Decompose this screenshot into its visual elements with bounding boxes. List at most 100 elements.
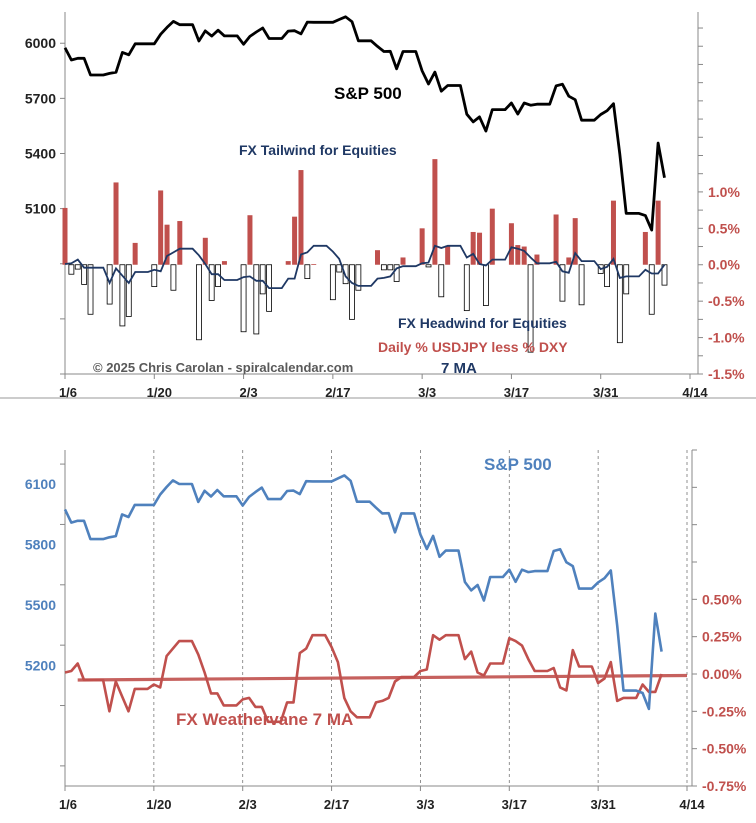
bar-positive (489, 208, 495, 265)
bottom-sp-label: S&P 500 (484, 455, 552, 474)
bar-positive (521, 246, 527, 265)
x-tick-label: 1/6 (59, 797, 77, 812)
y-right-tick-label: 0.0% (708, 257, 740, 273)
bar-negative (151, 264, 158, 287)
x-tick-label: 1/20 (147, 385, 172, 400)
x-tick-label: 2/3 (239, 797, 257, 812)
y-left-tick-label: 6000 (25, 35, 56, 51)
x-tick-label: 3/17 (502, 797, 527, 812)
bar-negative (578, 264, 585, 306)
bar-negative (355, 264, 362, 291)
bar-negative (648, 264, 655, 315)
x-tick-label: 2/3 (240, 385, 258, 400)
y-left-tick-label: 5800 (25, 537, 56, 553)
x-tick-label: 3/3 (418, 385, 436, 400)
trend-line (77, 673, 688, 682)
bar-positive (508, 223, 514, 265)
x-tick-label: 3/31 (593, 385, 618, 400)
bar-positive (432, 159, 438, 265)
y-right-tick-label: -0.5% (708, 293, 745, 309)
bar-negative (527, 264, 534, 353)
bar-positive (515, 245, 521, 265)
bar-negative (623, 264, 630, 295)
y-right-tick-label: 1.0% (708, 184, 740, 200)
bar-positive (477, 232, 483, 265)
y-right-tick-label: 0.5% (708, 220, 740, 236)
bar-positive (62, 207, 68, 265)
fx-weathervane-label: FX Weathervane 7 MA (176, 710, 353, 729)
headwind-label: FX Headwind for Equities (398, 315, 567, 331)
bar-positive (292, 216, 298, 265)
bar-positive (375, 250, 380, 265)
y-left-tick-label: 5500 (25, 597, 56, 613)
x-tick-label: 3/31 (590, 797, 615, 812)
bar-negative (87, 264, 94, 315)
y-left-tick-label: 5400 (25, 145, 56, 161)
bar-negative (387, 264, 394, 271)
y-right-tick-label: 0.00% (702, 666, 742, 682)
y-right-tick-label: -0.50% (702, 741, 747, 757)
bottom-chart: 1/6 1/20 2/3 2/17 3/3 3/17 3/31 4/14 6100 5800 550… (25, 449, 747, 812)
bar-negative (349, 264, 355, 320)
bar-negative (616, 264, 623, 344)
bar-negative (380, 264, 387, 271)
bar-negative (240, 264, 247, 333)
bar-negative (253, 264, 260, 335)
y-right-tick-label: -1.5% (708, 366, 745, 382)
bar-negative (425, 264, 432, 268)
bar-negative (81, 264, 88, 285)
bar-negative (304, 264, 311, 279)
bar-positive (311, 264, 317, 265)
y-left-tick-label: 5200 (25, 657, 56, 673)
bar-negative (74, 264, 81, 270)
copyright-label: © 2025 Chris Carolan - spiralcalendar.co… (93, 360, 353, 375)
x-tick-label: 1/20 (146, 797, 171, 812)
fx-7ma-line (64, 244, 666, 290)
bar-negative (68, 264, 75, 275)
x-tick-label: 4/14 (679, 797, 705, 812)
ma-label: 7 MA (441, 360, 477, 377)
y-right-tick-label: 0.50% (702, 591, 742, 607)
bar-negative (208, 264, 215, 301)
bar-positive (610, 200, 616, 265)
x-tick-label: 3/17 (504, 385, 529, 400)
daily-fx-label: Daily % USDJPY less % DXY (378, 339, 568, 355)
bar-positive (158, 190, 164, 265)
sp500-line (63, 15, 666, 232)
bar-positive (285, 261, 291, 265)
tailwind-label: FX Tailwind for Equities (239, 142, 397, 158)
bar-positive (642, 231, 648, 265)
bar-negative (463, 264, 470, 312)
y-right-tick-label: -0.75% (702, 778, 747, 794)
bar-negative (329, 264, 336, 301)
bar-positive (400, 257, 406, 265)
top-chart: 1/6 1/20 2/3 2/17 3/3 3/17 3/31 4/14 6000 5700 540… (25, 12, 745, 400)
bar-positive (177, 221, 183, 265)
bar-positive (655, 200, 661, 265)
y-right-tick-label: -1.0% (708, 330, 745, 346)
top-sp-label: S&P 500 (334, 84, 402, 103)
bar-positive (298, 170, 304, 265)
bar-positive (202, 237, 208, 265)
bar-negative (259, 264, 266, 295)
bar-positive (534, 254, 540, 265)
bar-negative (125, 264, 132, 317)
x-tick-label: 2/17 (325, 385, 350, 400)
bar-positive (470, 231, 476, 265)
bar-negative (559, 264, 566, 302)
bar-positive (221, 261, 227, 265)
bar-positive (113, 182, 119, 265)
y-right-tick-label: 0.25% (702, 629, 742, 645)
bar-negative (393, 264, 400, 282)
y-left-tick-label: 5100 (25, 201, 56, 217)
y-left-tick-label: 5700 (25, 90, 56, 106)
bar-positive (419, 228, 425, 265)
bar-negative (119, 264, 126, 327)
fx-weathervane-line (64, 633, 663, 724)
y-right-tick-label: -0.25% (702, 703, 747, 719)
x-tick-label: 3/3 (416, 797, 434, 812)
bar-positive (553, 214, 559, 265)
bar-negative (170, 264, 177, 291)
x-tick-label: 4/14 (682, 385, 708, 400)
